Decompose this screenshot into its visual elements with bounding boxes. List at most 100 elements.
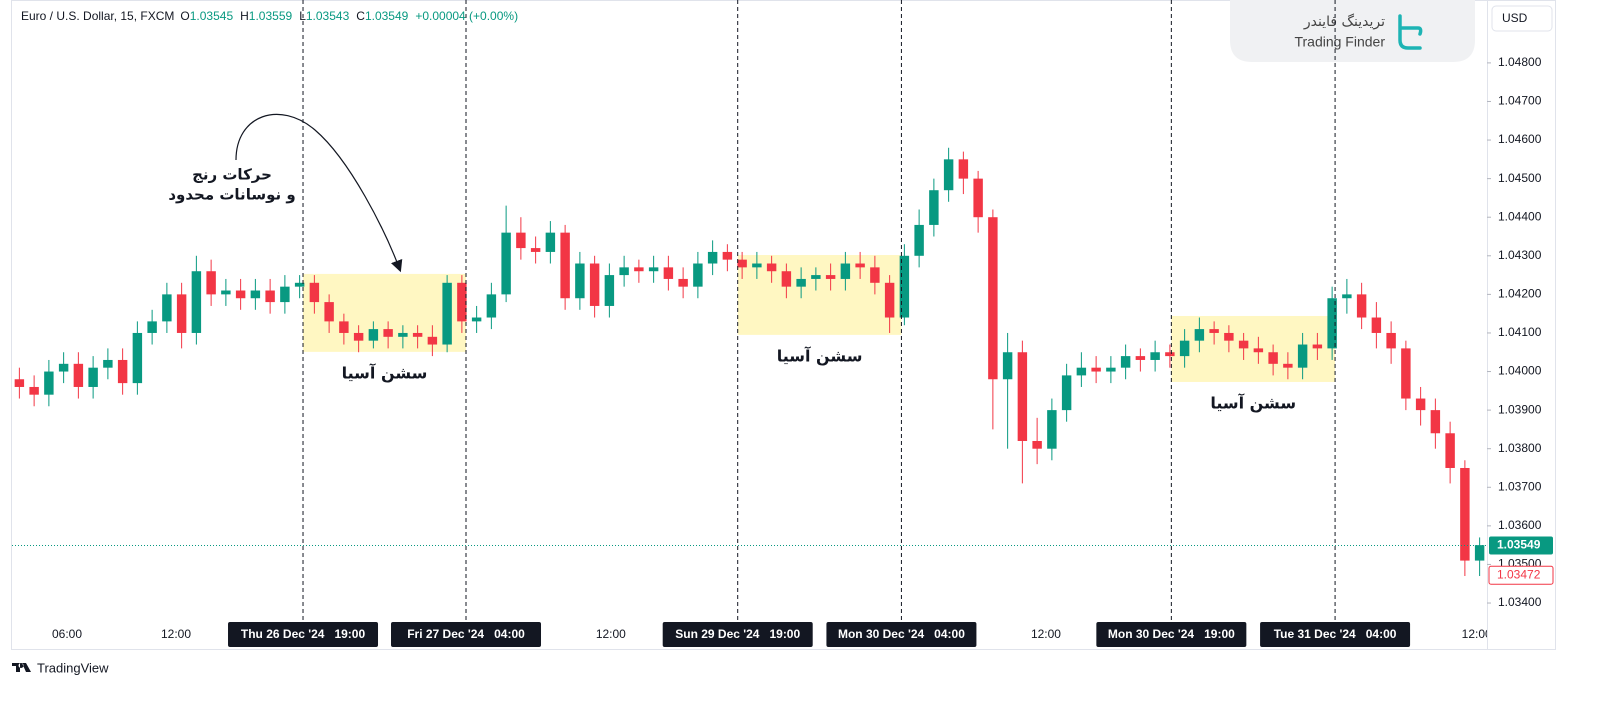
low-price-box [1488, 565, 1554, 585]
logo-icon [1398, 14, 1423, 50]
candle-body [353, 332, 364, 341]
candle-body [884, 282, 895, 318]
candle-body [530, 248, 541, 252]
candle-body [1371, 317, 1382, 333]
legend-header: Euro / U.S. Dollar, 15, FXCM O1.03545 H1.0… [21, 9, 518, 23]
ohlc-value: 1.03543 [306, 9, 350, 23]
candle-body [1386, 332, 1396, 349]
candle-body [840, 263, 851, 279]
x-highlight-label: Thu 26 Dec '24 19:00 [241, 627, 366, 641]
logo-fa: تریدینگ فایندر [1303, 13, 1385, 30]
candle-body [1032, 440, 1042, 449]
currency-button[interactable]: USD [1491, 5, 1553, 32]
candle-body [752, 263, 762, 268]
candle-body [44, 371, 54, 395]
x-highlight-box [662, 622, 813, 647]
candle-body [825, 275, 836, 279]
candle-body [1312, 344, 1323, 349]
candle-body [1238, 340, 1249, 349]
ohlc-value: 1.03549 [365, 9, 409, 23]
candle-body [988, 217, 998, 380]
session-box [1171, 315, 1336, 382]
candle-body [1061, 375, 1072, 411]
candle-body [722, 251, 733, 260]
candle-body [781, 271, 792, 287]
currency-box[interactable] [1491, 5, 1553, 32]
candle-body [442, 282, 452, 345]
candle-body [678, 278, 688, 287]
candle-body [1268, 352, 1278, 364]
x-highlight-label: Sun 29 Dec '24 19:00 [675, 627, 800, 641]
y-tick-label: 1.04800 [1498, 55, 1542, 69]
candle-body [1415, 398, 1426, 411]
overlay: حرکات رنج و نوسانات محدود [168, 113, 403, 273]
candle-body [58, 363, 69, 372]
candle-body [176, 294, 187, 333]
candle-body [309, 282, 320, 303]
y-tick-label: 1.04700 [1498, 94, 1542, 108]
candle-body [1445, 433, 1455, 468]
candle-body [1120, 356, 1131, 368]
candle-body [1076, 367, 1087, 376]
candle-body [766, 263, 777, 272]
y-tick-label: 1.04500 [1498, 171, 1542, 185]
session-label: سشن آسیا [342, 362, 428, 382]
candle-body [1091, 367, 1101, 372]
x-highlight-box [1260, 622, 1411, 647]
candle-body [1327, 298, 1337, 349]
candle-body [855, 263, 865, 268]
y-tick-label: 1.04400 [1498, 209, 1542, 223]
candle-body [634, 267, 644, 272]
y-tick-label: 1.03900 [1498, 402, 1542, 416]
candle-body [103, 359, 113, 368]
y-tick-label: 1.04000 [1498, 364, 1542, 378]
candle-body [560, 232, 570, 299]
candle-body [1135, 356, 1146, 360]
candle-body [1017, 352, 1028, 441]
candle-body [1283, 363, 1293, 368]
annotation-arrow [235, 113, 403, 273]
candle-body [516, 232, 526, 249]
candle-body [811, 275, 821, 279]
candle-body [1047, 410, 1057, 449]
y-tick-label: 1.04100 [1498, 325, 1542, 339]
candle-body [457, 282, 467, 322]
candle-body [73, 363, 84, 387]
candle-body [147, 321, 157, 333]
candle-body [943, 159, 954, 191]
last-price-label: 1.03549 [1497, 538, 1541, 552]
candle-body [206, 271, 216, 295]
candle-body [1224, 332, 1234, 341]
x-highlight-box [228, 622, 379, 647]
x-tick-label: 12:00 [1031, 627, 1061, 641]
footer: TradingView [12, 660, 109, 675]
session-label: سشن آسیا [1210, 392, 1296, 412]
ohlc-key: O [180, 9, 189, 23]
candle-body [1401, 348, 1411, 399]
candle-body [427, 336, 438, 345]
candle-body [1253, 348, 1264, 353]
candle-body [29, 386, 39, 395]
candle-body [737, 259, 747, 268]
plot-area [14, 147, 1485, 577]
candle-body [958, 159, 969, 179]
candle-body [899, 255, 910, 318]
x-highlight-label: Fri 27 Dec '24 04:00 [407, 627, 525, 641]
currency-label[interactable]: USD [1502, 11, 1528, 25]
candle-body [339, 321, 349, 333]
annotation-line: حرکات رنج [192, 166, 272, 184]
symbol-title: Euro / U.S. Dollar, 15, FXCM [21, 9, 174, 23]
candle-body [1106, 367, 1116, 372]
symbol-legend: Euro / U.S. Dollar, 15, FXCM O1.03545 H1.0… [21, 9, 518, 23]
candle-body [1297, 344, 1308, 368]
candle-body [707, 251, 718, 264]
candle-body [471, 317, 482, 322]
y-tick-label: 1.04200 [1498, 287, 1542, 301]
candle-body [648, 267, 659, 272]
y-tick-label: 1.03700 [1498, 479, 1542, 493]
candle-body [796, 278, 806, 287]
x-highlight-label: Mon 30 Dec '24 19:00 [1108, 627, 1235, 641]
candle-body [486, 294, 497, 318]
